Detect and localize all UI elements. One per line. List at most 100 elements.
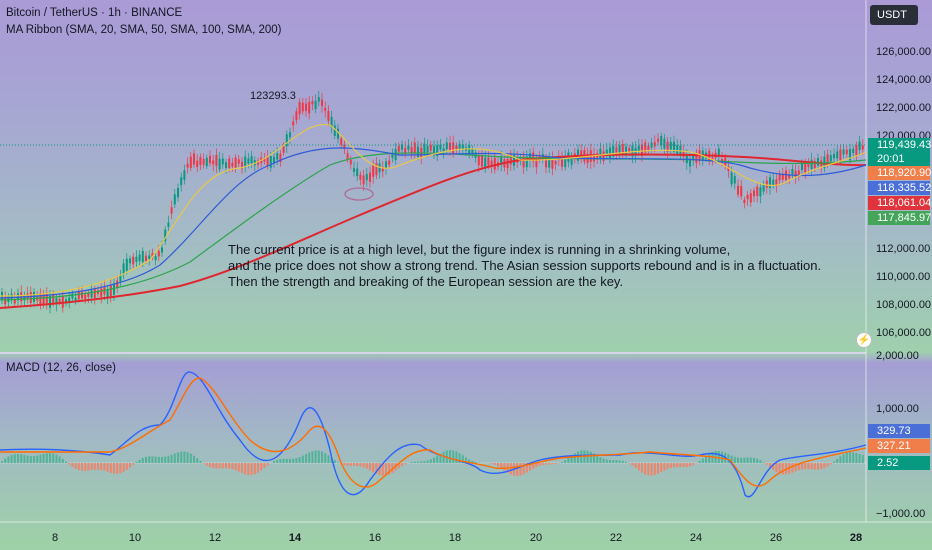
candle-body [343,144,346,150]
candle-body [292,121,295,126]
histogram-bar [442,451,445,463]
histogram-bar [260,463,263,471]
symbol-title[interactable]: Bitcoin / TetherUS · 1h · BINANCE [6,7,183,19]
histogram-bar [209,463,211,468]
macd-tick: −1,000.00 [876,508,926,520]
candle-body [618,145,621,155]
candle-body [807,162,810,168]
histogram-bar [167,455,170,463]
candle-body [436,145,439,156]
candle-body [170,207,173,214]
histogram-bar [349,463,352,466]
candle-body [765,180,768,188]
histogram-bar [52,453,55,463]
histogram-bar [429,459,432,463]
histogram-bar [212,463,215,469]
candle-body [129,258,131,264]
candle-body [417,146,419,157]
candle-body [42,293,45,305]
lightning-icon[interactable]: ⚡ [856,332,872,348]
candle-body [333,125,336,136]
currency-button[interactable]: USDT [870,5,918,25]
candle-body [525,156,528,168]
candle-body [23,295,26,301]
candle-body [193,153,195,165]
candle-body [132,256,135,265]
candle-body [365,173,368,181]
candle-body [263,158,266,162]
histogram-bar [305,454,307,463]
candle-body [631,145,634,157]
histogram-bar [113,463,115,474]
candle-body [788,174,791,179]
histogram-bar [36,455,39,463]
histogram-bar [337,462,339,463]
histogram-bar [420,461,423,463]
candle-body [727,166,730,172]
histogram-bar [55,454,58,463]
candle-body [61,295,64,308]
histogram-bar [183,451,186,463]
histogram-bar [151,456,154,463]
histogram-bar [663,463,666,471]
histogram-bar [257,463,259,473]
candle-body [845,149,848,155]
candle-body [257,160,259,165]
sma-20-line [0,124,867,297]
histogram-bar [797,463,800,471]
histogram-bar [839,456,842,463]
histogram-bar [532,463,535,469]
candle-body [602,151,605,161]
candle-body [93,289,96,298]
histogram-bar [157,456,160,463]
histogram-bar [791,463,794,473]
candle-body [349,159,352,165]
candle-body [269,156,272,168]
indicator-label[interactable]: MA Ribbon (SMA, 20, SMA, 50, SMA, 100, S… [6,24,282,36]
histogram-bar [685,463,688,467]
candle-body [183,170,186,180]
pane-divider[interactable] [0,352,866,354]
candle-body [244,156,247,168]
histogram-bar [705,455,707,463]
candle-body [68,297,71,302]
histogram-bar [778,463,781,474]
candle-body [612,145,615,157]
candle-body [55,298,58,305]
histogram-bar [29,456,32,463]
sma-200-line [0,153,867,309]
macd-label[interactable]: MACD (12, 26, close) [6,362,116,374]
candle-body [100,288,103,297]
candle-body [324,107,327,111]
histogram-bar [509,463,512,475]
histogram-bar [343,463,346,466]
candle-body [353,168,355,172]
histogram-bar [781,463,784,475]
histogram-bar [602,458,605,463]
time-tick: 28 [849,532,863,544]
histogram-bar [666,463,669,470]
macd-tick: 2,000.00 [876,350,919,362]
candle-body [212,160,215,165]
candle-body [842,149,845,155]
histogram-bar [141,457,144,463]
candle-body [369,172,371,182]
histogram-bar [13,454,16,463]
histogram-bar [717,450,720,463]
candle-body [177,187,179,198]
candle-body [797,170,800,177]
candle-body [109,285,112,297]
candle-body [813,160,816,169]
sma50-badge: 118,335.52 [868,181,931,195]
candle-body [426,145,429,153]
histogram-bar [7,456,10,463]
candle-body [173,194,176,205]
histogram-bar [129,463,131,468]
histogram-bar [861,455,864,463]
candle-body [221,158,224,165]
histogram-bar [23,455,26,463]
candle-body [301,102,304,112]
histogram-bar [33,455,35,463]
candle-body [506,158,509,169]
